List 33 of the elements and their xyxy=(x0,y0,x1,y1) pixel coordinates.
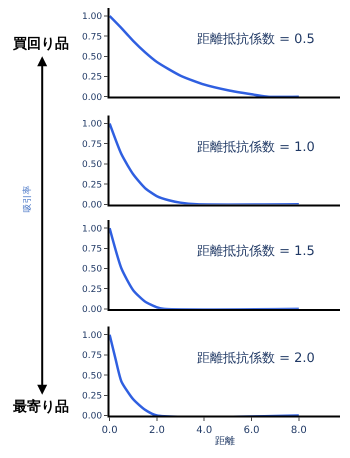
y-tick-label: 0.75 xyxy=(82,32,102,42)
text: 距離抵抗係数 = 2.0 xyxy=(197,351,315,366)
y-axis-title: 吸引率 xyxy=(22,186,33,213)
x-tick-label: 0.0 xyxy=(102,425,118,436)
y-tick-label: 0.25 xyxy=(82,180,102,190)
x-tick-label: 4.0 xyxy=(196,425,212,436)
y-tick-label: 1.00 xyxy=(82,330,102,341)
y-tick-label: 0.00 xyxy=(82,200,102,210)
x-tick-label: 8.0 xyxy=(290,425,307,436)
x-tick-label: 6.0 xyxy=(244,425,260,436)
y-tick-label: 0.00 xyxy=(82,412,102,422)
y-tick-label: 0.25 xyxy=(82,72,102,83)
text: 距離抵抗係数 = 1.0 xyxy=(197,140,315,155)
y-tick-label: 0.00 xyxy=(82,305,102,316)
text: 最寄り品 xyxy=(12,398,69,415)
y-tick-label: 0.75 xyxy=(82,351,102,362)
y-tick-label: 0.50 xyxy=(82,52,102,62)
y-tick-label: 1.00 xyxy=(82,224,102,234)
y-tick-label: 1.00 xyxy=(82,12,102,22)
y-tick-label: 1.00 xyxy=(82,120,102,130)
text: 距離抵抗係数 = 0.5 xyxy=(197,32,315,47)
y-tick-label: 0.75 xyxy=(82,140,102,150)
y-tick-label: 0.25 xyxy=(82,284,102,295)
text: 買回り品 xyxy=(12,36,69,52)
y-tick-label: 0.50 xyxy=(82,264,102,275)
y-tick-label: 0.50 xyxy=(82,160,102,170)
y-tick-label: 0.75 xyxy=(82,244,102,254)
y-tick-label: 0.50 xyxy=(82,371,102,382)
y-tick-label: 0.00 xyxy=(82,92,102,103)
x-tick-label: 2.0 xyxy=(148,425,165,436)
x-axis-title: 距離 xyxy=(214,435,235,448)
text: 距離抵抗係数 = 1.5 xyxy=(197,244,315,259)
y-tick-label: 0.25 xyxy=(82,391,102,402)
